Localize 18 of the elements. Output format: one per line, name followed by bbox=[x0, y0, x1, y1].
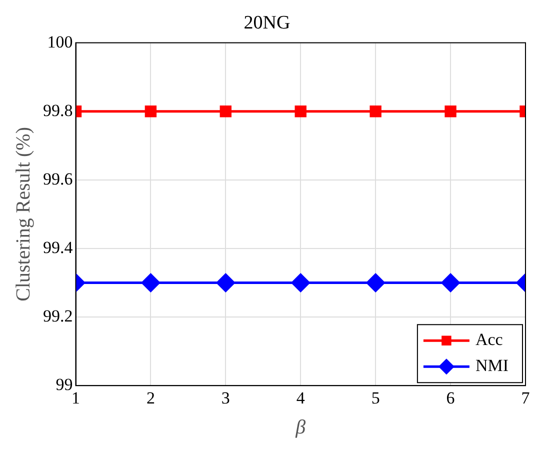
x-tick-label: 1 bbox=[72, 388, 80, 408]
legend-label: Acc bbox=[475, 330, 504, 350]
y-tick-label: 99.4 bbox=[43, 238, 74, 257]
chart-title: 20NG bbox=[244, 12, 290, 34]
x-tick-label: 3 bbox=[221, 388, 230, 408]
x-tick-label: 7 bbox=[521, 388, 530, 408]
y-axis-title: Clustering Result (%) bbox=[12, 126, 34, 302]
y-tick-label: 100 bbox=[47, 32, 73, 52]
y-tick-label: 99 bbox=[56, 375, 73, 394]
legend-label: NMI bbox=[475, 356, 509, 376]
x-tick-label: 6 bbox=[446, 388, 455, 408]
y-tick-label: 99.8 bbox=[43, 100, 73, 120]
y-tick-label: 99.2 bbox=[43, 306, 73, 326]
x-tick-label: 2 bbox=[146, 388, 155, 408]
x-axis-title: β bbox=[294, 416, 306, 438]
x-tick-label: 4 bbox=[296, 388, 306, 408]
x-tick-label: 5 bbox=[371, 388, 380, 408]
y-tick-label: 99.6 bbox=[43, 169, 73, 188]
